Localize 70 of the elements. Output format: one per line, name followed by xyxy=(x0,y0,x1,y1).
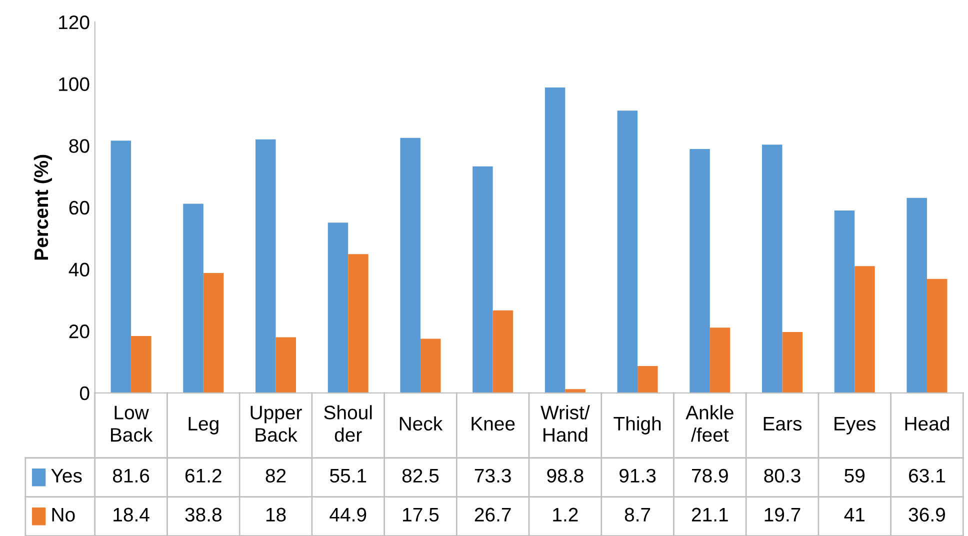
bar xyxy=(690,149,710,393)
bar xyxy=(617,110,638,393)
data-label: 18 xyxy=(266,508,286,522)
data-label: 21.1 xyxy=(692,508,728,522)
data-label: 26.7 xyxy=(474,508,511,522)
x-tick-label: Low Back xyxy=(111,406,153,442)
bar xyxy=(638,366,658,393)
bar xyxy=(256,139,276,393)
bar xyxy=(544,88,566,393)
x-tick-label: Ankle /feet xyxy=(686,405,734,442)
data-label: 82 xyxy=(266,468,286,483)
x-tick-label: Eyes xyxy=(834,417,876,434)
bar xyxy=(420,338,441,393)
data-label: 19.7 xyxy=(764,508,800,522)
data-label: 91.3 xyxy=(620,468,656,483)
x-tick-label: Thigh xyxy=(614,416,661,434)
data-label: 78.9 xyxy=(692,468,728,483)
bar xyxy=(472,166,493,393)
data-label: 38.8 xyxy=(185,508,222,522)
bar xyxy=(110,140,132,393)
bar xyxy=(400,138,420,393)
bar xyxy=(782,332,803,393)
data-label: 82.5 xyxy=(402,468,439,483)
data-label: 59 xyxy=(844,468,865,483)
data-label: 81.6 xyxy=(112,468,150,483)
data-label: 73.3 xyxy=(474,468,511,483)
x-tick-label: Upper Back xyxy=(250,406,302,442)
y-tick-label: 80 xyxy=(69,139,90,153)
data-label: 80.3 xyxy=(764,468,800,483)
y-tick-label: 60 xyxy=(69,200,90,215)
data-label: 55.1 xyxy=(330,469,366,483)
data-label: 1.2 xyxy=(553,508,578,522)
legend-label: No xyxy=(52,508,75,522)
data-label: 98.8 xyxy=(547,468,584,483)
bar xyxy=(834,210,855,393)
bar xyxy=(710,328,730,393)
y-tick-label: 20 xyxy=(69,324,90,338)
bar xyxy=(276,337,296,393)
x-tick-label: Head xyxy=(905,416,949,431)
bar xyxy=(926,278,948,393)
x-tick-label: Shoul der xyxy=(324,405,372,442)
bar xyxy=(348,254,368,393)
y-tick-label: 100 xyxy=(59,77,90,92)
data-label: 17.5 xyxy=(403,508,439,522)
x-tick-label: Knee xyxy=(472,417,515,431)
bar xyxy=(762,144,782,393)
y-tick-label: 120 xyxy=(59,15,90,30)
bar xyxy=(328,222,348,393)
y-tick-label: 0 xyxy=(80,386,90,400)
x-tick-label: Ears xyxy=(764,417,802,431)
y-tick-label: 40 xyxy=(68,262,90,276)
x-tick-label: Wrist/ Hand xyxy=(540,405,590,442)
x-tick-label: Leg xyxy=(188,417,218,434)
bar xyxy=(906,198,927,393)
data-label: 18.4 xyxy=(114,508,150,522)
data-label: 44.9 xyxy=(330,508,366,522)
bar xyxy=(492,310,514,393)
data-label: 8.7 xyxy=(624,508,650,522)
bar xyxy=(203,272,224,393)
bar xyxy=(183,204,204,393)
data-label: 36.9 xyxy=(908,508,945,522)
legend-label: Yes xyxy=(51,469,82,483)
x-tick-label: Neck xyxy=(400,416,443,431)
bar xyxy=(131,336,152,393)
bar xyxy=(854,266,875,393)
bar xyxy=(565,389,586,393)
data-label: 63.1 xyxy=(909,468,945,483)
data-label: 41 xyxy=(844,508,864,522)
data-label: 61.2 xyxy=(185,468,222,483)
y-axis-title: Percent (%) xyxy=(34,154,52,260)
